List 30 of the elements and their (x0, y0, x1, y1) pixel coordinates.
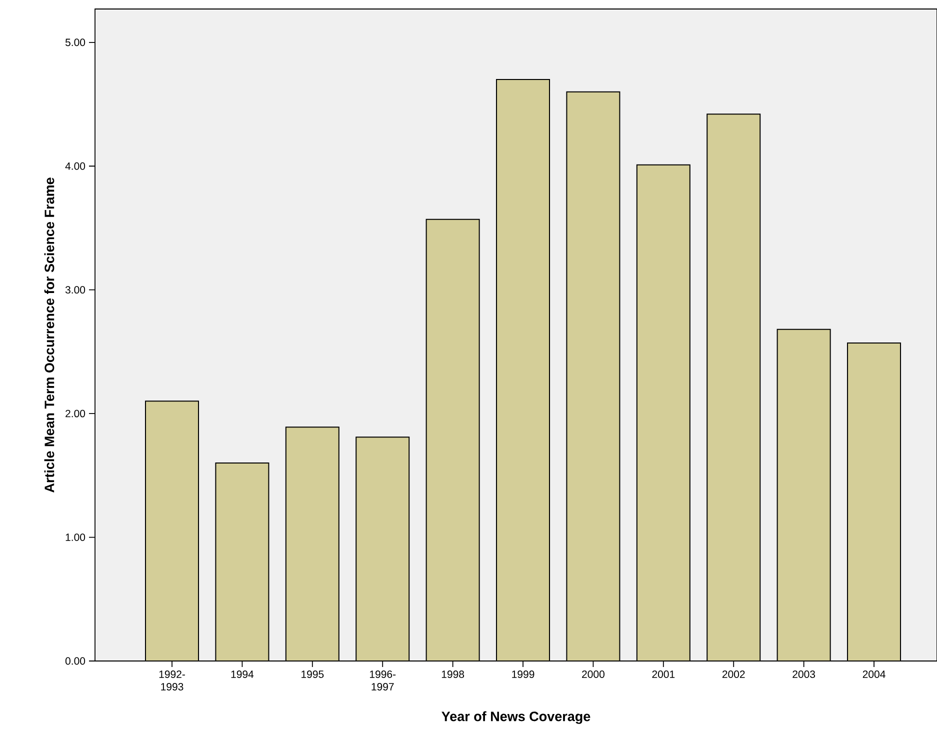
bar (426, 219, 480, 661)
x-tick-label: 2000 (582, 670, 604, 678)
y-tick-label: 0.00 (65, 657, 86, 665)
x-tick-label: 1992-1993 (159, 670, 185, 690)
bar (566, 92, 620, 661)
bar (286, 427, 339, 661)
x-axis-title: Year of News Coverage (442, 711, 590, 724)
bar (636, 164, 690, 661)
bar (707, 114, 760, 661)
y-tick-label: 4.00 (65, 162, 86, 170)
bar (496, 80, 550, 661)
bar (356, 437, 410, 661)
x-tick-label: 2002 (722, 670, 745, 678)
x-tick-label: 1995 (302, 670, 324, 678)
bar (146, 401, 199, 661)
x-tick-label: 2001 (652, 670, 675, 678)
y-tick-label: 1.00 (66, 534, 86, 541)
bar (777, 329, 830, 661)
bar (216, 463, 269, 661)
y-tick-label: 2.00 (66, 410, 86, 418)
y-tick-label: 5.00 (65, 38, 86, 46)
y-axis-title: Article Mean Term Occurrence for Science Frame (44, 178, 54, 492)
y-tick-label: 3.00 (65, 286, 86, 294)
x-tick-label: 1996-1997 (370, 670, 396, 690)
x-tick-label: 1999 (512, 670, 534, 678)
x-tick-label: 2004 (862, 670, 886, 678)
x-tick-label: 1998 (442, 670, 464, 678)
x-tick-label: 2003 (792, 670, 816, 678)
x-tick-label: 1994 (231, 670, 254, 678)
bar (847, 342, 902, 661)
